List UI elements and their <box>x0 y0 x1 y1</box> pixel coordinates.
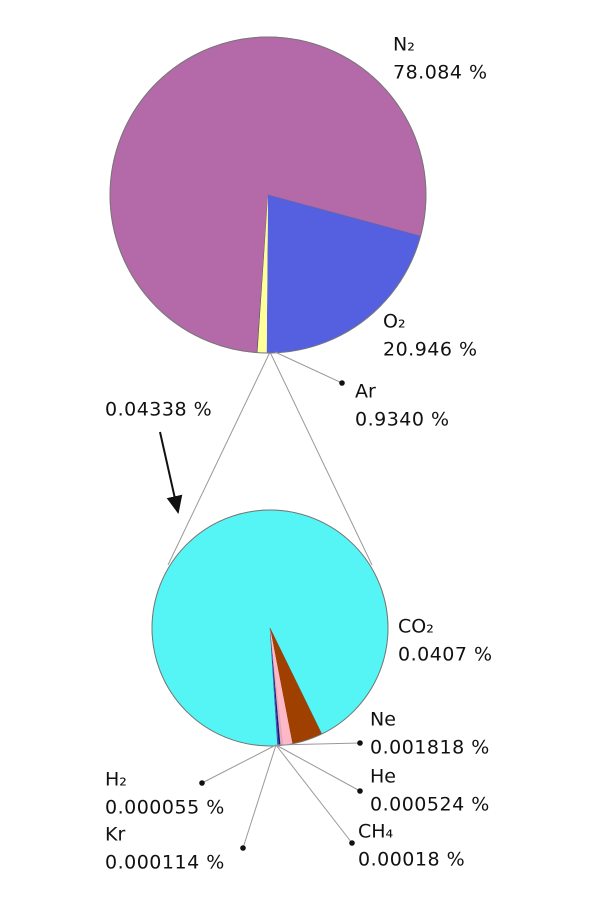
leader-dot <box>357 740 363 746</box>
slice-label: CH₄ <box>358 821 394 843</box>
leader-line <box>201 744 277 784</box>
slice-label: CO₂ <box>398 616 434 638</box>
slice-label: Ar <box>355 381 376 403</box>
slice-label: Kr <box>105 824 125 846</box>
pie-slice <box>270 628 281 746</box>
slice-label: Ne <box>370 709 396 731</box>
connector-line <box>167 351 271 566</box>
value-label: 0.00018 % <box>358 849 465 871</box>
leader-dot <box>199 780 205 786</box>
value-label: 0.9340 % <box>355 409 450 431</box>
pie-slice <box>270 628 284 746</box>
value-label: 0.000114 % <box>105 852 225 874</box>
pie-slice <box>266 195 421 353</box>
pie-slice <box>270 628 322 744</box>
leader-line <box>242 744 277 849</box>
value-label: 0.000524 % <box>370 794 490 816</box>
value-label: 0.04338 % <box>105 399 212 421</box>
leader-line <box>275 744 353 844</box>
slice-label: O₂ <box>383 311 406 333</box>
value-label: 20.946 % <box>383 339 478 361</box>
value-label: 0.001818 % <box>370 737 490 759</box>
pie-slice <box>270 628 279 746</box>
value-label: 78.084 % <box>393 62 488 84</box>
leader-line <box>275 742 361 746</box>
slice-label: N₂ <box>393 34 415 56</box>
leader-dot <box>357 788 363 794</box>
connector-line <box>269 351 373 566</box>
pie-slice <box>151 509 389 747</box>
leader-line <box>275 744 361 792</box>
arrow <box>159 431 183 514</box>
slice-label: H₂ <box>105 769 127 791</box>
leader-dot <box>349 840 355 846</box>
value-label: 0.000055 % <box>105 797 225 819</box>
leader-line <box>274 351 343 384</box>
pie-outline <box>151 509 389 747</box>
pie-slice <box>270 628 293 746</box>
pie-slice <box>257 195 268 353</box>
pie-outline <box>109 36 427 354</box>
value-label: 0.0407 % <box>398 644 493 666</box>
slice-label: He <box>370 766 396 788</box>
leader-dot <box>339 380 345 386</box>
pie-slice <box>256 195 268 353</box>
leader-dot <box>240 845 246 851</box>
